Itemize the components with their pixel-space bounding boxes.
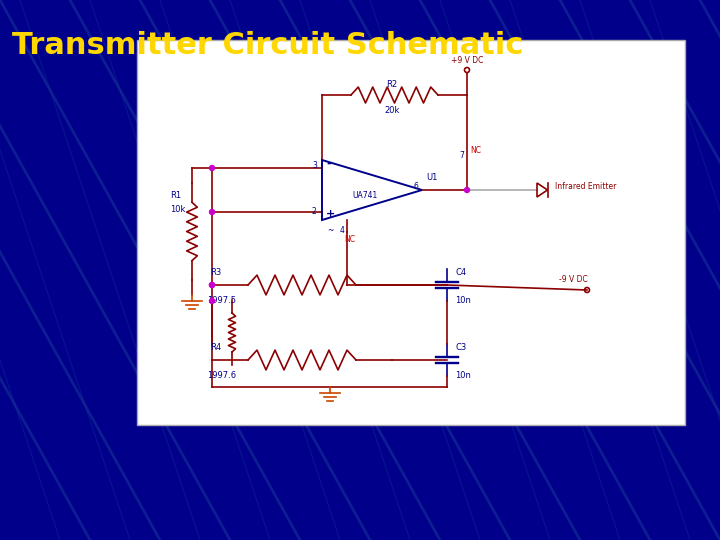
Bar [137,40,685,425]
Text: Transmitter Circuit Schematic: Transmitter Circuit Schematic [12,30,523,59]
